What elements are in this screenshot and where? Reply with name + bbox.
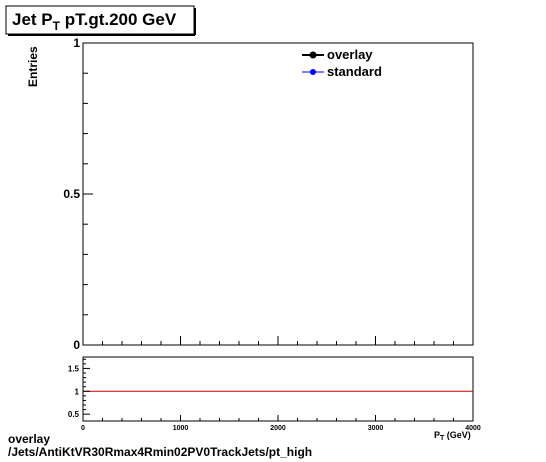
footer-line-1: overlay <box>8 432 51 446</box>
legend-entry-overlay: overlay <box>302 47 373 62</box>
legend-marker-standard <box>310 69 316 75</box>
legend: overlay standard <box>302 47 382 79</box>
x-tick-label: 2000 <box>270 425 286 432</box>
ratio-plot-frame <box>82 356 474 422</box>
legend-marker-overlay <box>309 51 317 59</box>
footer: overlay /Jets/AntiKtVR30Rmax4Rmin02PV0Tr… <box>8 433 312 459</box>
x-tick-label: 3000 <box>368 425 384 432</box>
y-tick-label: 0.5 <box>63 187 80 201</box>
y-tick-label: 1 <box>73 36 80 50</box>
legend-label-standard: standard <box>327 64 382 79</box>
y-tick-label: 0 <box>73 338 80 352</box>
x-tick-label: 4000 <box>465 425 481 432</box>
main-plot-frame <box>82 42 474 346</box>
main-axis-labels: 00.51 <box>63 36 80 352</box>
legend-label-overlay: overlay <box>327 47 373 62</box>
x-axis-label: PT (GeV) <box>434 430 471 442</box>
y-axis-label: Entries <box>26 46 40 87</box>
x-tick-label: 1000 <box>173 425 189 432</box>
chart-title: Jet PT pT.gt.200 GeV <box>12 10 177 33</box>
legend-entry-standard: standard <box>302 64 382 79</box>
main-axis-ticks <box>82 42 474 346</box>
footer-line-2: /Jets/AntiKtVR30Rmax4Rmin02PV0TrackJets/… <box>8 445 313 459</box>
title-box: Jet PT pT.gt.200 GeV <box>5 5 196 36</box>
ratio-y-tick-label: 1.5 <box>68 364 80 373</box>
x-tick-label: 0 <box>81 425 85 432</box>
ratio-axis-ticks <box>82 358 474 421</box>
ratio-axis-labels: 0 1000 2000 3000 4000 0.5 1 1.5 <box>68 364 481 432</box>
ratio-y-tick-label: 0.5 <box>68 410 80 419</box>
ratio-y-tick-label: 1 <box>75 387 80 396</box>
